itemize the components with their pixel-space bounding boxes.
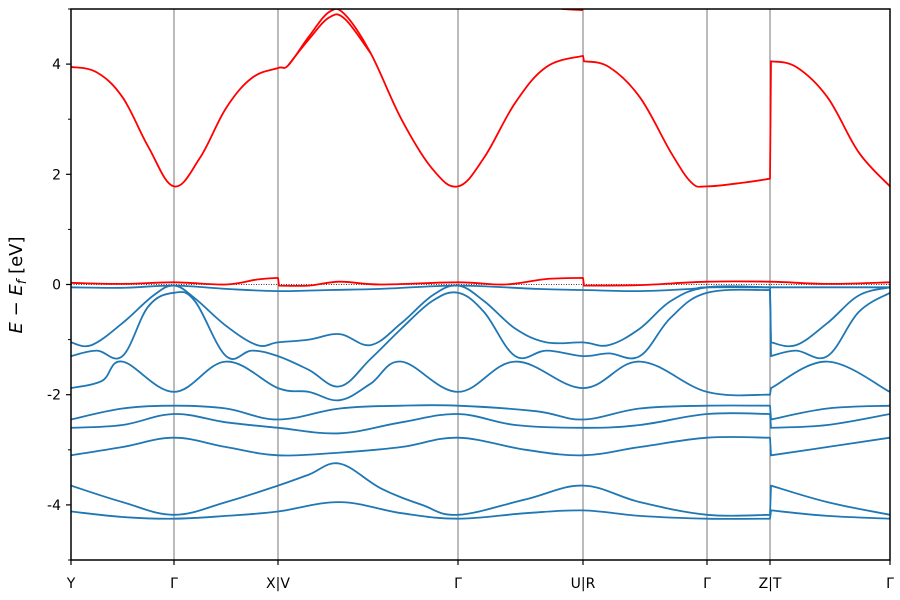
y-axis-ticks: -4 -2 0 2 4 [47, 8, 71, 561]
band-line [71, 404, 890, 421]
bands [71, 9, 890, 520]
y-tick-label: 2 [52, 167, 61, 183]
x-tick-label: X|V [266, 576, 290, 592]
x-tick-label: Γ [703, 576, 711, 592]
band-line [71, 284, 890, 348]
band-line [71, 288, 890, 388]
x-tick-label: Γ [886, 576, 894, 592]
x-tick-label: Γ [170, 576, 178, 592]
band-line [71, 436, 890, 457]
band-line [71, 277, 890, 287]
band-line [287, 13, 372, 66]
y-tick-label: -4 [47, 498, 61, 514]
y-tick-label: 4 [52, 57, 61, 73]
x-tick-label: Y [66, 576, 76, 592]
band-line [71, 9, 890, 188]
band-line [71, 360, 890, 402]
x-tick-label: Γ [454, 576, 462, 592]
y-tick-label: 0 [52, 278, 61, 294]
band-line [71, 412, 890, 435]
x-axis-ticks: Y Γ X|V Γ U|R Γ Z|T Γ [66, 560, 894, 592]
band-line [71, 462, 890, 517]
y-axis-label: E − Ef [eV] [6, 236, 30, 333]
band-line [71, 501, 890, 520]
y-tick-label: -2 [47, 388, 61, 404]
x-tick-label: Z|T [759, 576, 782, 592]
x-tick-label: U|R [571, 576, 596, 592]
